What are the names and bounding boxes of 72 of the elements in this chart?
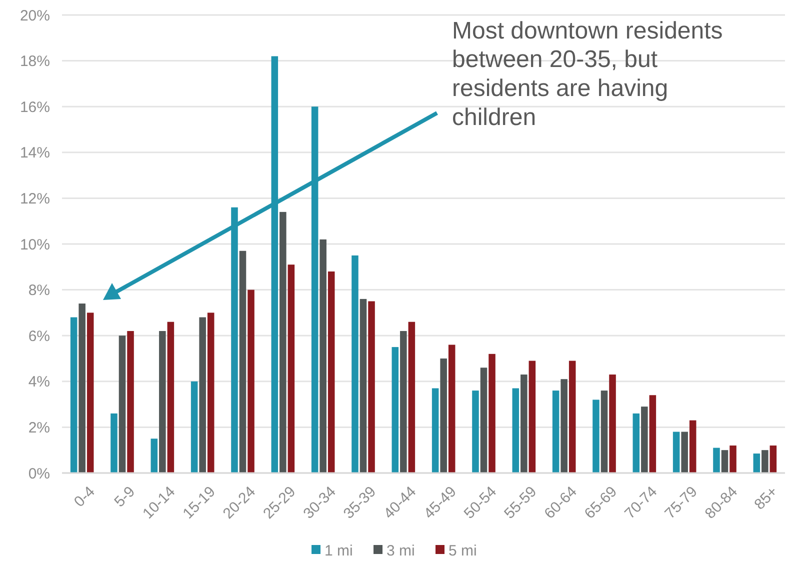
- legend-label: 5 mi: [448, 542, 477, 560]
- bar: [632, 413, 640, 473]
- y-tick-label: 2%: [28, 419, 50, 436]
- bar: [560, 379, 568, 473]
- bar: [328, 271, 335, 473]
- y-tick-label: 10%: [20, 236, 50, 254]
- bar: [552, 390, 560, 473]
- bar: [280, 212, 286, 473]
- bar: [649, 395, 656, 473]
- bar: [568, 360, 576, 473]
- bar: [248, 290, 254, 473]
- bar: [721, 450, 728, 473]
- bar: [600, 390, 608, 473]
- bar: [70, 317, 78, 473]
- bar: [592, 400, 600, 473]
- bar: [730, 446, 736, 473]
- bar: [689, 420, 696, 473]
- bar: [480, 368, 488, 473]
- bar: [159, 331, 166, 473]
- bar: [199, 317, 206, 473]
- bar: [392, 347, 399, 473]
- bar: [672, 432, 680, 473]
- bar: [78, 304, 86, 473]
- bar: [311, 106, 318, 473]
- bar: [150, 438, 158, 473]
- y-tick-label: 18%: [20, 53, 50, 70]
- bar: [207, 312, 214, 473]
- bar: [320, 239, 326, 473]
- bar: [770, 446, 777, 473]
- bar: [641, 406, 648, 473]
- bar: [528, 360, 536, 473]
- x-tick-label: 85+: [751, 483, 782, 514]
- bar: [713, 448, 720, 473]
- bar: [432, 388, 439, 473]
- bar: [231, 207, 238, 473]
- bar: [271, 56, 278, 473]
- bar: [448, 344, 456, 473]
- x-tick-label: 0-4: [70, 483, 98, 511]
- annotation: Most downtown residents between 20-35, but residents are having children: [452, 17, 723, 131]
- bar: [440, 358, 447, 473]
- bar: [520, 374, 528, 473]
- bar: [167, 322, 174, 473]
- bar: [408, 322, 416, 473]
- bar: [368, 301, 375, 473]
- bar: [609, 374, 616, 473]
- bar: [86, 312, 94, 473]
- bar: [753, 454, 760, 473]
- y-tick-label: 14%: [20, 144, 50, 162]
- y-tick-label: 16%: [20, 98, 50, 116]
- bar: [472, 390, 479, 473]
- bar: [762, 450, 768, 473]
- bar: [488, 354, 496, 473]
- y-tick-label: 12%: [20, 190, 50, 208]
- y-tick-label: 20%: [20, 7, 50, 24]
- bar: [352, 255, 358, 473]
- legend-label: 1 mi: [324, 542, 353, 560]
- bar: [400, 331, 407, 473]
- y-tick-label: 4%: [28, 374, 50, 391]
- legend-label: 3 mi: [386, 542, 415, 560]
- bar: [118, 336, 126, 473]
- y-tick-label: 6%: [28, 328, 50, 345]
- bar: [288, 264, 295, 473]
- bar: [681, 432, 688, 473]
- bar: [127, 331, 134, 473]
- bar: [190, 381, 198, 473]
- bar: [110, 413, 118, 473]
- y-tick-label: 0%: [28, 465, 50, 482]
- x-tick-label: 5-9: [111, 483, 139, 511]
- bar: [512, 388, 520, 473]
- y-tick-label: 8%: [28, 282, 50, 300]
- bar: [360, 298, 367, 473]
- bar: [239, 250, 246, 473]
